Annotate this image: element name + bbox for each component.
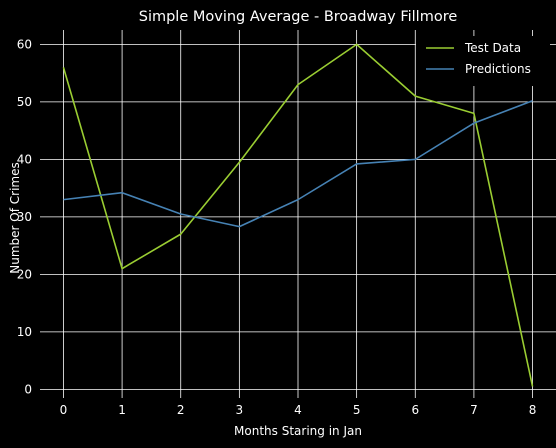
legend: Test Data Predictions (416, 36, 550, 86)
x-tick-labels: 0 1 2 3 4 5 6 7 8 (60, 403, 537, 417)
x-tick-label: 7 (470, 403, 478, 417)
x-tick-label: 0 (60, 403, 68, 417)
legend-label: Test Data (464, 41, 521, 55)
x-tick-label: 8 (529, 403, 537, 417)
x-tick-label: 1 (118, 403, 126, 417)
x-tick-label: 2 (177, 403, 185, 417)
y-tick-label: 40 (17, 152, 32, 166)
y-tick-label: 10 (17, 325, 32, 339)
series-line-test-data (62, 43, 534, 387)
y-axis-label: Number Of Crimes (8, 162, 22, 273)
x-tick-label: 6 (411, 403, 419, 417)
series-lines (62, 43, 534, 387)
chart-title: Simple Moving Average - Broadway Fillmor… (139, 9, 458, 25)
legend-label: Predictions (465, 62, 531, 76)
x-axis-label: Months Staring in Jan (234, 424, 362, 438)
series-line-predictions (63, 99, 533, 228)
legend-box (416, 36, 550, 86)
x-tick-label: 4 (294, 403, 302, 417)
y-tick-labels: 0 10 20 30 40 50 60 (17, 37, 32, 396)
x-tick-label: 5 (353, 403, 361, 417)
y-tick-label: 20 (17, 267, 32, 281)
x-tick-label: 3 (236, 403, 244, 417)
y-tick-label: 30 (17, 210, 32, 224)
y-tick-label: 0 (24, 382, 32, 396)
grid (40, 30, 556, 398)
y-tick-label: 50 (17, 95, 32, 109)
y-tick-label: 60 (17, 37, 32, 51)
